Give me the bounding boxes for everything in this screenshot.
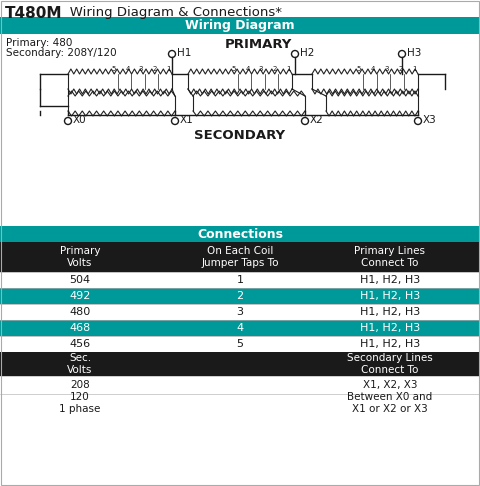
Text: Secondary: 208Y/120: Secondary: 208Y/120	[6, 48, 117, 58]
Bar	[0, 352, 480, 376]
Text: Sec.
Volts: Sec. Volts	[67, 353, 93, 375]
Text: 5: 5	[357, 66, 361, 72]
Text: 3: 3	[384, 66, 389, 72]
Text: 3: 3	[237, 307, 243, 317]
Text: Primary
Volts: Primary Volts	[60, 246, 100, 268]
Text: 2: 2	[152, 66, 156, 72]
Text: Wiring Diagram & Connections*: Wiring Diagram & Connections*	[57, 6, 282, 19]
Text: X0: X0	[73, 115, 86, 125]
Text: H1, H2, H3: H1, H2, H3	[360, 275, 420, 285]
Text: 208: 208	[70, 380, 90, 390]
Text: Between X0 and
X1 or X2 or X3: Between X0 and X1 or X2 or X3	[348, 392, 432, 414]
Text: 492: 492	[69, 291, 91, 301]
Bar	[0, 394, 480, 412]
Text: On Each Coil
Jumper Taps To: On Each Coil Jumper Taps To	[201, 246, 279, 268]
Text: H1, H2, H3: H1, H2, H3	[360, 307, 420, 317]
Text: 1: 1	[237, 275, 243, 285]
Text: Wiring Diagram: Wiring Diagram	[185, 19, 295, 32]
Text: 1: 1	[412, 66, 416, 72]
Text: Primary: 480: Primary: 480	[6, 38, 72, 48]
Bar	[0, 336, 480, 352]
Bar	[0, 304, 480, 320]
Text: 1: 1	[286, 66, 290, 72]
Text: 4: 4	[245, 66, 250, 72]
Text: 1: 1	[166, 66, 170, 72]
Text: X1, X2, X3: X1, X2, X3	[363, 380, 417, 390]
Text: H1, H2, H3: H1, H2, H3	[360, 323, 420, 333]
Text: 4: 4	[237, 323, 243, 333]
Text: Primary Lines
Connect To: Primary Lines Connect To	[355, 246, 425, 268]
Text: 504: 504	[70, 275, 91, 285]
Bar	[0, 242, 480, 272]
Text: 480: 480	[70, 307, 91, 317]
Text: 2: 2	[272, 66, 276, 72]
Text: 468: 468	[70, 323, 91, 333]
Text: 2: 2	[398, 66, 402, 72]
Text: H3: H3	[407, 48, 421, 58]
Bar	[0, 288, 480, 304]
Text: 120
1 phase: 120 1 phase	[60, 392, 101, 414]
Text: 4: 4	[125, 66, 130, 72]
Bar	[0, 272, 480, 288]
Bar	[0, 320, 480, 336]
Bar	[0, 226, 480, 242]
Bar	[0, 17, 480, 34]
Text: X2: X2	[310, 115, 324, 125]
Text: H1: H1	[177, 48, 192, 58]
Text: 456: 456	[70, 339, 91, 349]
Text: 3: 3	[259, 66, 263, 72]
Text: H1, H2, H3: H1, H2, H3	[360, 291, 420, 301]
Text: 5: 5	[232, 66, 236, 72]
Bar	[0, 376, 480, 394]
Text: SECONDARY: SECONDARY	[194, 129, 286, 142]
Text: T480M: T480M	[5, 6, 62, 21]
Text: 3: 3	[139, 66, 143, 72]
Text: Connections: Connections	[197, 227, 283, 241]
Text: H1, H2, H3: H1, H2, H3	[360, 339, 420, 349]
Text: 4: 4	[371, 66, 375, 72]
Text: H2: H2	[300, 48, 314, 58]
Text: 5: 5	[237, 339, 243, 349]
Text: 5: 5	[112, 66, 116, 72]
Text: X1: X1	[180, 115, 194, 125]
Text: Secondary Lines
Connect To: Secondary Lines Connect To	[347, 353, 433, 375]
Text: PRIMARY: PRIMARY	[224, 38, 292, 51]
Text: 2: 2	[237, 291, 243, 301]
Text: X3: X3	[423, 115, 437, 125]
